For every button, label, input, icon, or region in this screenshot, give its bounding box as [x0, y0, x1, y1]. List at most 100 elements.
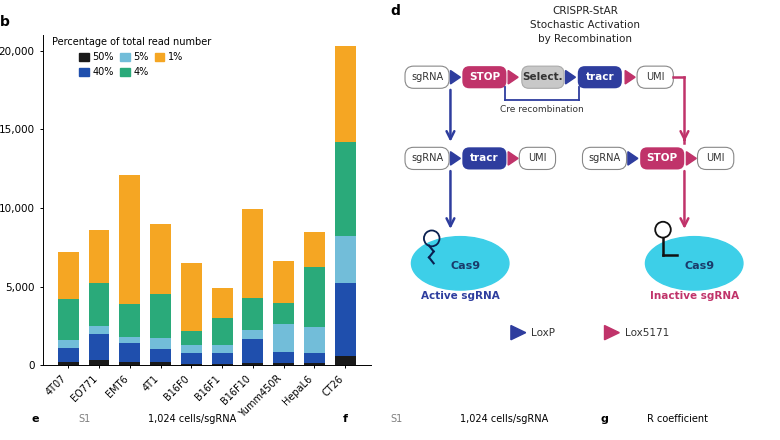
Bar	[150, 349, 171, 362]
Bar	[211, 318, 232, 345]
Bar	[58, 362, 79, 365]
Bar	[58, 252, 79, 299]
Text: tracr: tracr	[586, 72, 614, 82]
Text: b: b	[0, 15, 10, 29]
Bar	[335, 356, 356, 365]
Bar	[58, 340, 79, 348]
Bar	[150, 362, 171, 365]
Text: 1,024 cells/sgRNA: 1,024 cells/sgRNA	[460, 414, 548, 425]
FancyBboxPatch shape	[405, 147, 449, 169]
Bar	[150, 224, 171, 294]
Bar	[181, 363, 202, 365]
FancyBboxPatch shape	[578, 66, 622, 88]
Bar	[181, 330, 202, 345]
Bar	[150, 294, 171, 338]
Bar	[211, 288, 232, 318]
Text: g: g	[601, 414, 608, 425]
Bar	[273, 323, 294, 352]
Text: CRISPR-StAR
Stochastic Activation
by Recombination: CRISPR-StAR Stochastic Activation by Rec…	[530, 6, 640, 44]
Bar	[89, 326, 109, 334]
Polygon shape	[686, 152, 697, 165]
FancyBboxPatch shape	[640, 147, 684, 169]
Bar	[304, 232, 324, 267]
Bar	[243, 339, 264, 363]
Bar	[243, 298, 264, 330]
Text: f: f	[343, 414, 348, 425]
Bar	[335, 142, 356, 236]
FancyBboxPatch shape	[463, 147, 506, 169]
Polygon shape	[509, 152, 518, 165]
Bar	[89, 360, 109, 365]
Polygon shape	[604, 326, 619, 340]
Bar	[335, 46, 356, 142]
Legend: 50%, 40%, 5%, 4%, 1%: 50%, 40%, 5%, 4%, 1%	[48, 33, 214, 81]
Text: sgRNA: sgRNA	[588, 154, 621, 163]
Text: 1,024 cells/sgRNA: 1,024 cells/sgRNA	[148, 414, 236, 425]
Bar	[335, 236, 356, 283]
Bar	[89, 334, 109, 360]
Text: Inactive sgRNA: Inactive sgRNA	[650, 291, 739, 301]
Bar	[243, 330, 264, 339]
Polygon shape	[509, 70, 518, 84]
Polygon shape	[566, 70, 576, 84]
Text: UMI: UMI	[528, 154, 547, 163]
Polygon shape	[628, 152, 638, 165]
Bar	[304, 326, 324, 353]
Text: STOP: STOP	[647, 154, 678, 163]
Text: Cas9: Cas9	[685, 261, 715, 271]
FancyBboxPatch shape	[519, 147, 555, 169]
Bar	[119, 175, 140, 304]
Bar	[150, 338, 171, 349]
Text: Lox5171: Lox5171	[625, 328, 669, 337]
FancyBboxPatch shape	[522, 66, 564, 88]
Ellipse shape	[412, 237, 509, 290]
Text: Select.: Select.	[523, 72, 563, 82]
Text: Cre recombination: Cre recombination	[500, 105, 584, 114]
Bar	[211, 352, 232, 363]
Bar	[211, 363, 232, 365]
Bar	[335, 283, 356, 356]
Text: UMI: UMI	[707, 154, 725, 163]
Polygon shape	[451, 70, 460, 84]
Bar	[243, 363, 264, 365]
Text: sgRNA: sgRNA	[411, 72, 443, 82]
Bar	[211, 345, 232, 352]
Bar	[181, 345, 202, 352]
Text: tracr: tracr	[470, 154, 498, 163]
Bar	[119, 362, 140, 365]
Bar	[304, 267, 324, 326]
Text: Active sgRNA: Active sgRNA	[421, 291, 499, 301]
Bar	[273, 303, 294, 323]
Text: STOP: STOP	[469, 72, 500, 82]
Text: LoxP: LoxP	[531, 328, 555, 337]
Bar	[273, 260, 294, 303]
Bar	[273, 363, 294, 365]
Bar	[58, 348, 79, 362]
Bar	[119, 337, 140, 343]
Text: R coefficient: R coefficient	[647, 414, 708, 425]
Text: S1: S1	[78, 414, 90, 425]
Bar	[89, 230, 109, 283]
FancyBboxPatch shape	[463, 66, 506, 88]
Bar	[119, 304, 140, 337]
Polygon shape	[511, 326, 526, 340]
Text: Cas9: Cas9	[451, 261, 481, 271]
Bar	[304, 353, 324, 363]
FancyBboxPatch shape	[637, 66, 673, 88]
Bar	[243, 209, 264, 298]
Bar	[273, 352, 294, 363]
Ellipse shape	[646, 237, 743, 290]
Text: d: d	[390, 4, 400, 18]
Bar	[304, 363, 324, 365]
Bar	[181, 263, 202, 330]
Polygon shape	[451, 152, 460, 165]
Bar	[119, 343, 140, 362]
Text: S1: S1	[390, 414, 402, 425]
Text: UMI: UMI	[646, 72, 665, 82]
Bar	[181, 352, 202, 363]
Polygon shape	[626, 70, 635, 84]
Bar	[58, 299, 79, 340]
FancyBboxPatch shape	[405, 66, 449, 88]
Text: e: e	[31, 414, 39, 425]
FancyBboxPatch shape	[697, 147, 734, 169]
